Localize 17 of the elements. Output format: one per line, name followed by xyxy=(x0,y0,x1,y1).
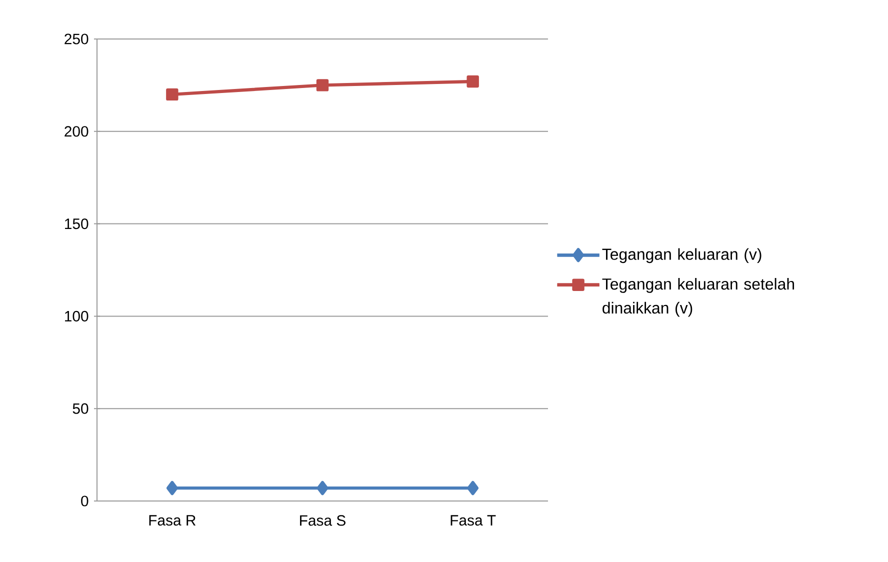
y-tick-label: 100 xyxy=(65,310,88,322)
point xyxy=(166,480,178,496)
y-tick-label: 200 xyxy=(64,126,88,137)
x-tick-label: Fasa R xyxy=(149,515,196,526)
point xyxy=(316,480,328,496)
x-tick-label: Fasa T xyxy=(450,515,496,526)
x-tick-label: Fasa S xyxy=(300,515,346,526)
legend-label: Tegangan keluaran setelah dinaikkan (v) xyxy=(602,278,794,317)
y-tick-label: 0 xyxy=(81,496,88,506)
point xyxy=(166,88,178,101)
point xyxy=(467,480,479,496)
y-tick-label: 150 xyxy=(65,218,88,230)
point xyxy=(316,79,329,92)
legend-label: Tegangan keluaran (v) xyxy=(602,248,762,264)
point xyxy=(466,75,479,88)
y-tick-label: 250 xyxy=(64,34,88,44)
y-tick-label: 50 xyxy=(72,403,88,414)
